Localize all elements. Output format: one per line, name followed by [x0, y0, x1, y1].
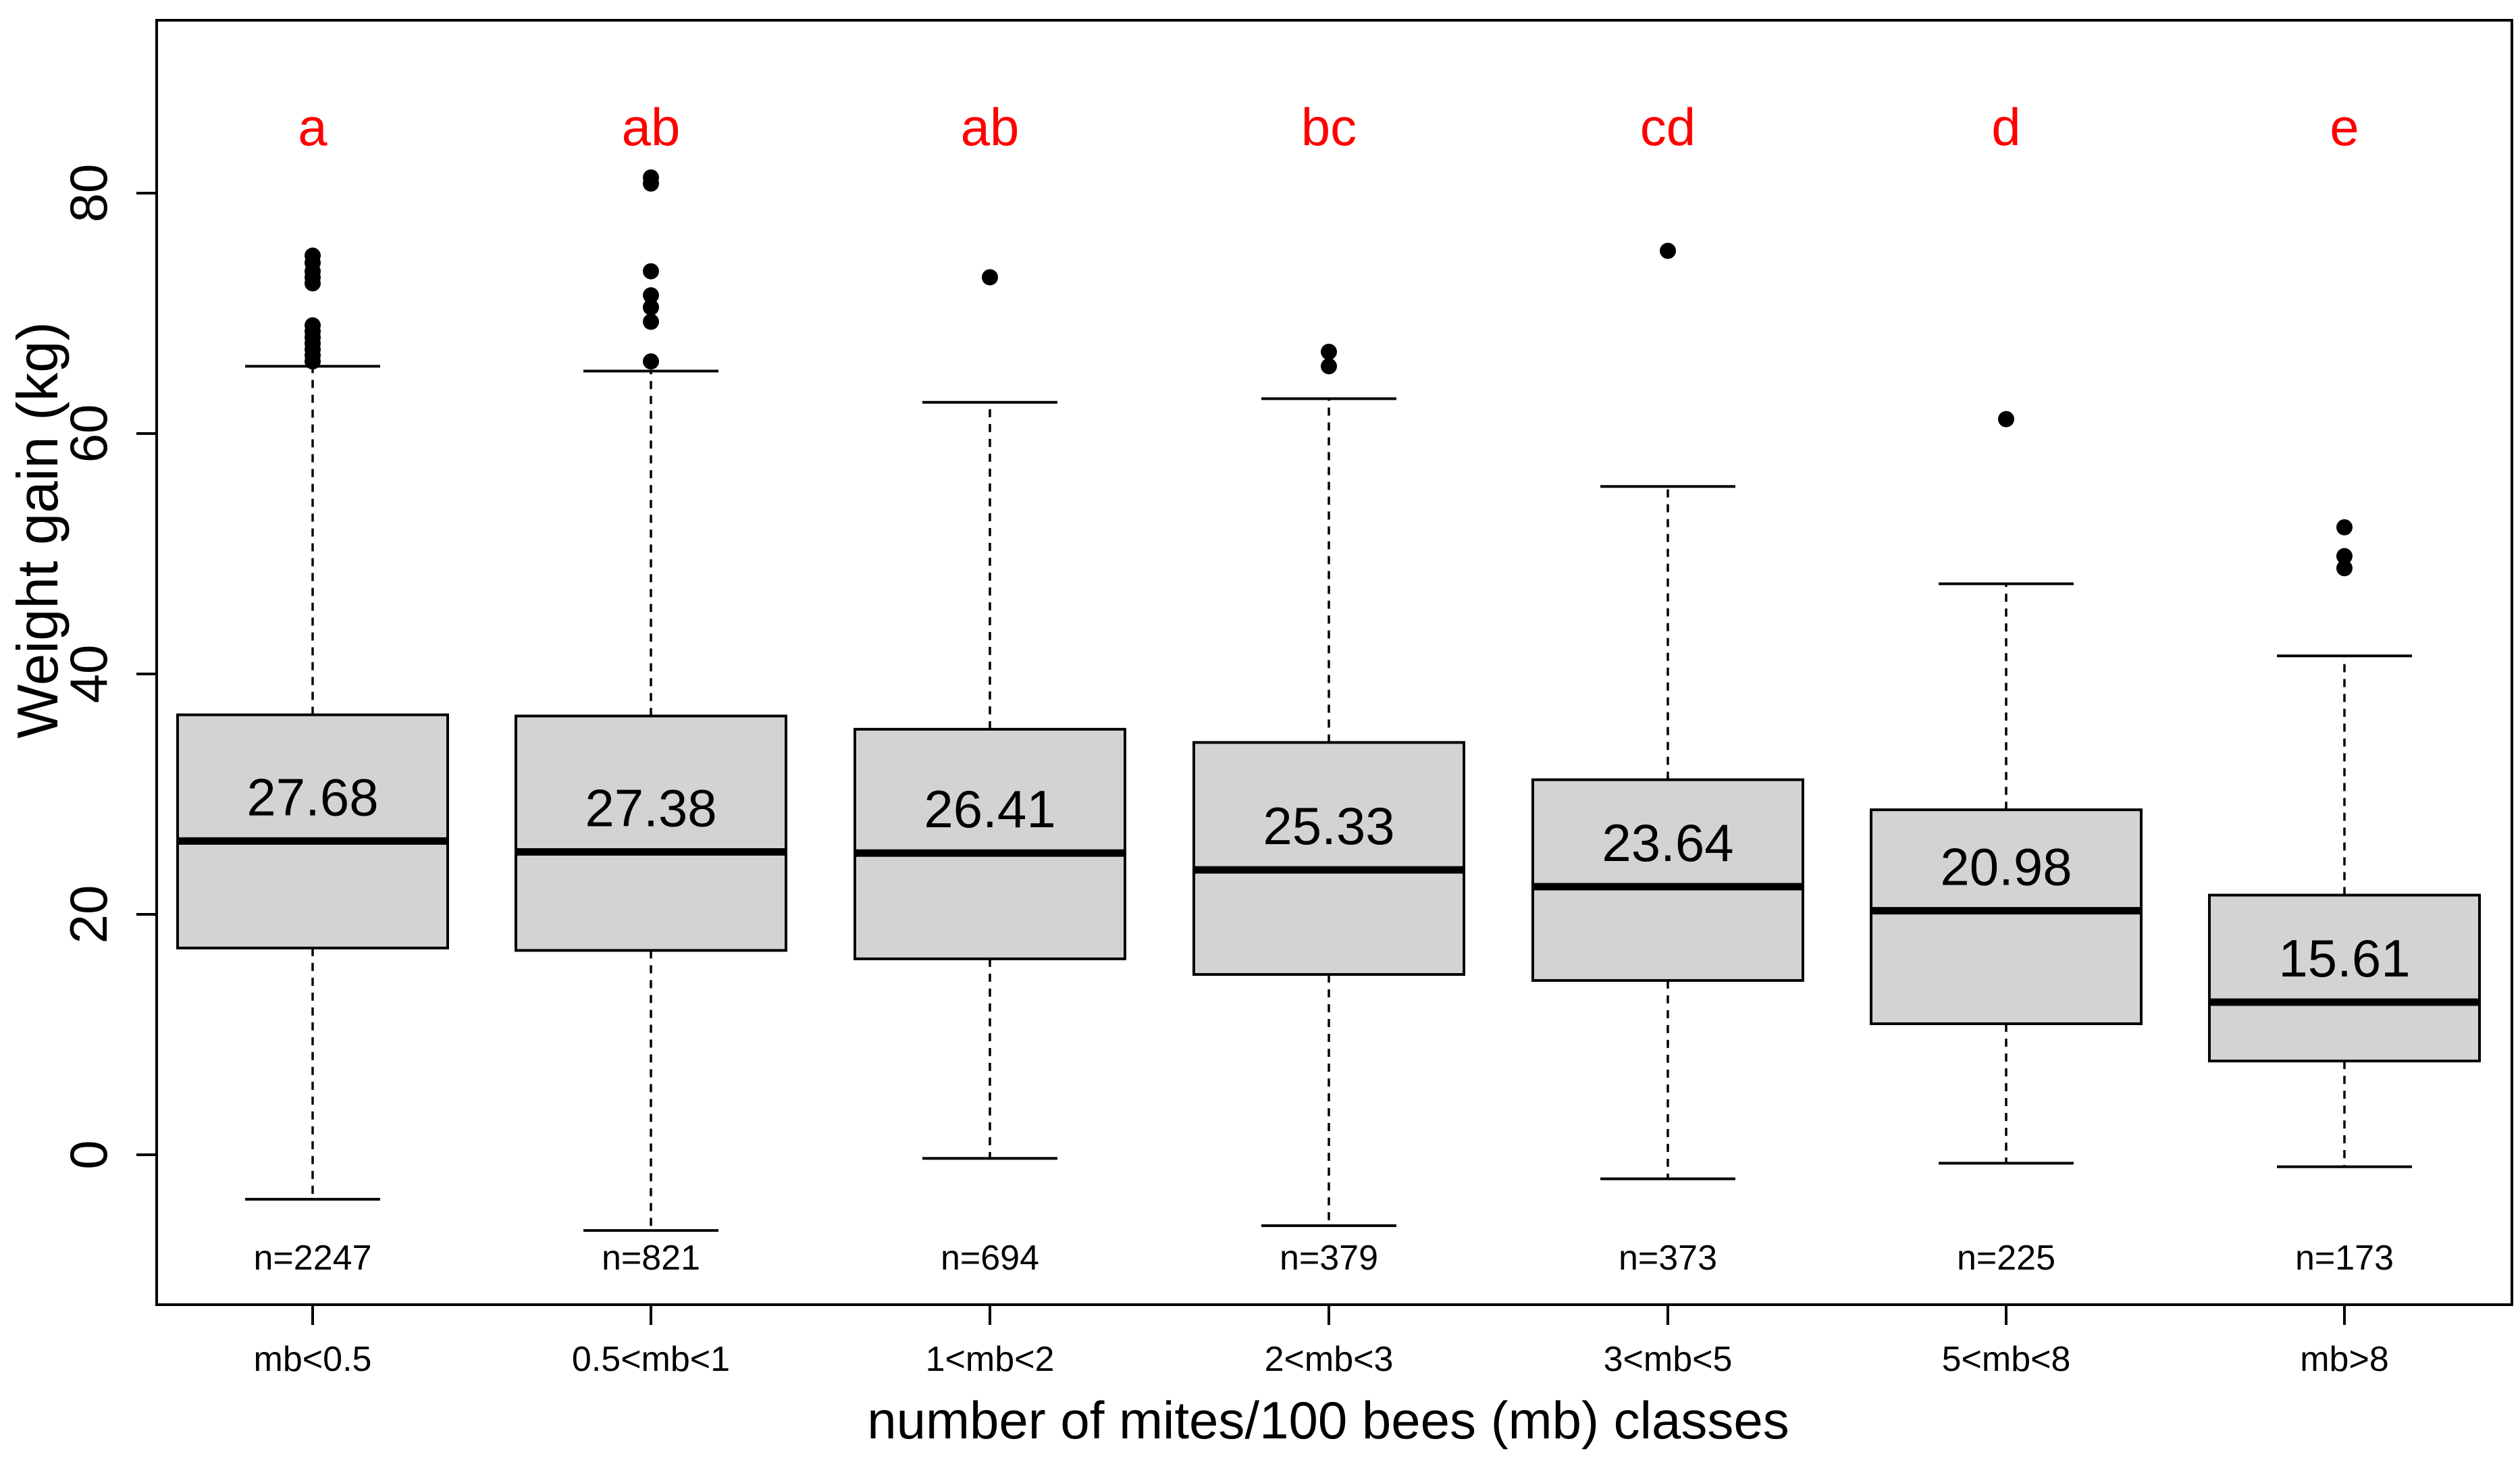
outlier-point	[305, 317, 321, 334]
outlier-point	[1321, 343, 1337, 360]
x-tick-label: mb<0.5	[254, 1340, 372, 1379]
mean-label: 27.38	[585, 778, 716, 837]
outlier-point	[2336, 560, 2353, 577]
outlier-point	[643, 287, 659, 304]
outlier-point	[1321, 358, 1337, 375]
outlier-point	[982, 269, 998, 286]
plot-area: 0 20 40 60 80 mb<0.5 0.5<mb<1 1<mb<2 2<mb<3 3<mb<…	[59, 19, 2513, 1379]
outlier-point	[2336, 519, 2353, 536]
mean-label: 25.33	[1263, 796, 1394, 856]
sample-size-label: n=225	[1957, 1239, 2055, 1278]
x-tick-label: mb>8	[2300, 1340, 2389, 1379]
sample-size-label: n=2247	[254, 1239, 372, 1278]
mean-label: 20.98	[1940, 837, 2072, 897]
outlier-point	[1660, 242, 1676, 259]
significance-letter: e	[2330, 97, 2359, 157]
y-tick-label: 80	[59, 164, 118, 223]
significance-letter: d	[1991, 97, 2020, 157]
outlier-point	[643, 299, 659, 316]
sample-size-label: n=821	[602, 1239, 700, 1278]
sample-size-label: n=173	[2295, 1239, 2394, 1278]
mean-label: 23.64	[1602, 813, 1733, 872]
sample-size-label: n=694	[941, 1239, 1039, 1278]
significance-letter: ab	[622, 97, 681, 157]
y-tick-label: 0	[59, 1140, 118, 1169]
outlier-point	[305, 247, 321, 264]
y-tick-label: 20	[59, 885, 118, 944]
outlier-point	[643, 353, 659, 370]
x-tick-label: 5<mb<8	[1942, 1340, 2071, 1379]
x-tick-label: 2<mb<3	[1265, 1340, 1394, 1379]
x-tick-label: 3<mb<5	[1604, 1340, 1733, 1379]
outlier-point	[1998, 411, 2014, 427]
outlier-point	[2336, 548, 2353, 565]
y-tick-label: 60	[59, 405, 118, 463]
significance-letter: cd	[1640, 97, 1696, 157]
iqr-box	[1192, 741, 1465, 976]
significance-letter: a	[298, 97, 327, 157]
mean-label: 26.41	[924, 779, 1055, 839]
outlier-point	[643, 263, 659, 280]
sample-size-label: n=373	[1619, 1239, 1717, 1278]
iqr-box	[176, 713, 449, 949]
iqr-box	[515, 714, 787, 952]
iqr-box	[854, 727, 1126, 960]
iqr-box	[2208, 893, 2481, 1063]
sample-size-label: n=379	[1280, 1239, 1378, 1278]
mean-label: 27.68	[246, 767, 378, 827]
x-axis-title: number of mites/100 bees (mb) classes	[867, 1390, 1789, 1450]
y-axis-title: Weight gain (kg)	[6, 321, 70, 738]
y-tick-label: 40	[59, 645, 118, 704]
iqr-box	[1531, 778, 1804, 982]
iqr-box	[1870, 808, 2143, 1025]
x-tick-label: 1<mb<2	[926, 1340, 1055, 1379]
mean-label: 15.61	[2278, 929, 2410, 988]
outlier-point	[643, 313, 659, 330]
outlier-point	[643, 169, 659, 186]
plot-frame	[155, 19, 2513, 1306]
significance-letter: bc	[1301, 97, 1357, 157]
significance-letter: ab	[961, 97, 1020, 157]
x-tick-label: 0.5<mb<1	[572, 1340, 730, 1379]
